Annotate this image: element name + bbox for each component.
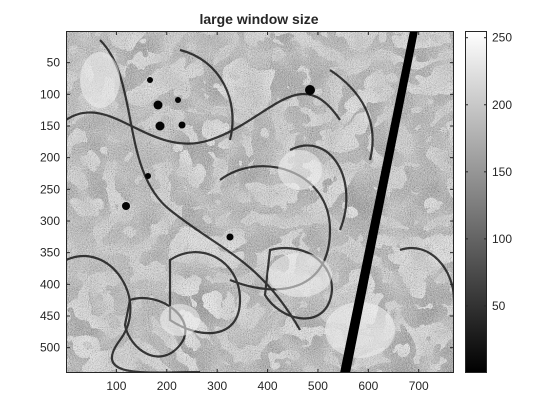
x-tick-label: 600 [358,379,378,393]
colorbar-tick-label: 100 [492,232,512,246]
y-tick-label: 50 [47,56,61,70]
colorbar-tick-label: 250 [492,31,512,45]
x-axis-ticks: 100 200 300 400 500 600 700 [106,31,429,393]
figure-title: large window size [199,11,318,27]
y-tick-label: 450 [40,309,60,323]
colorbar [465,31,487,373]
y-tick-label: 300 [40,214,60,228]
y-tick-label: 400 [40,277,60,291]
y-tick-label: 500 [40,341,60,355]
y-tick-label: 350 [40,246,60,260]
x-tick-label: 700 [409,379,429,393]
x-tick-label: 200 [157,379,177,393]
colorbar-tick-label: 200 [492,98,512,112]
x-tick-label: 400 [258,379,278,393]
x-tick-label: 500 [308,379,328,393]
y-tick-label: 250 [40,182,60,196]
colorbar-tick-label: 150 [492,165,512,179]
y-tick-label: 200 [40,151,60,165]
y-axis-ticks: 50 100 150 200 250 300 350 400 450 500 [40,56,454,355]
y-tick-label: 100 [40,87,60,101]
colorbar-tick-label: 50 [492,299,506,313]
y-tick-label: 150 [40,119,60,133]
image-axes [66,31,454,373]
x-tick-label: 300 [207,379,227,393]
x-tick-label: 100 [106,379,126,393]
colorbar-ticks: 50 100 150 200 250 [465,31,512,313]
micrograph-image [66,31,454,373]
